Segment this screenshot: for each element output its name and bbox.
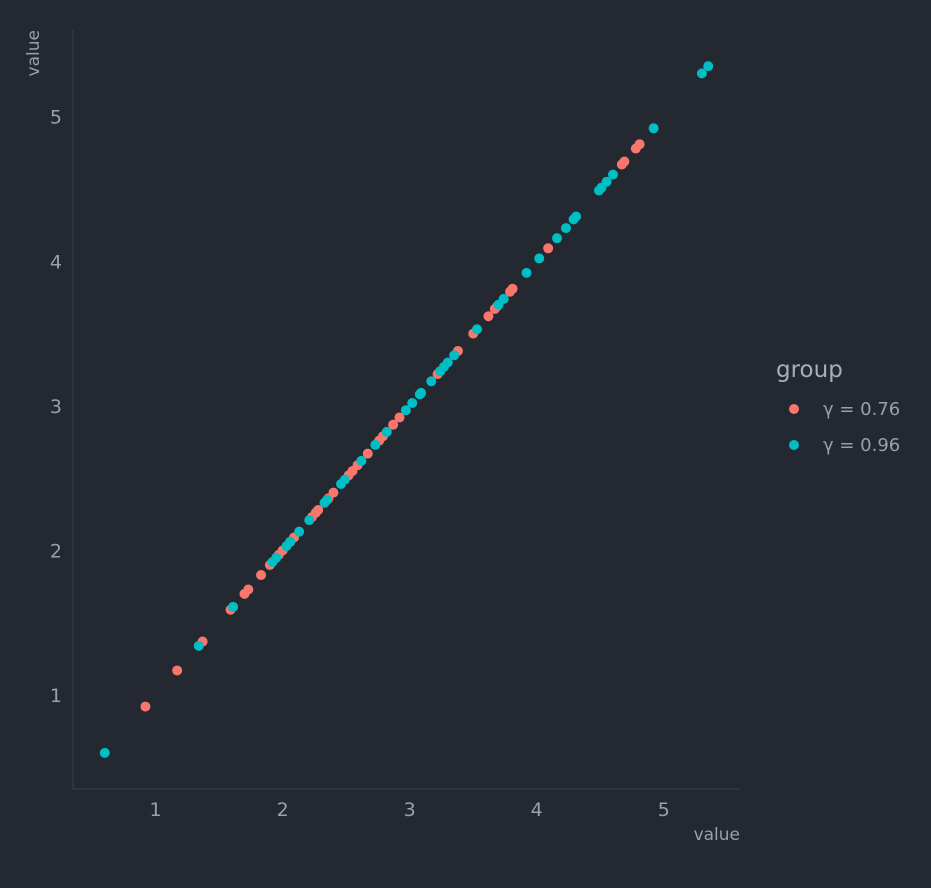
y-tick-label: 4: [50, 251, 62, 273]
y-tick-label: 3: [50, 396, 62, 418]
data-point-series-2: [99, 747, 110, 758]
data-point-series-2: [294, 526, 305, 537]
x-tick-label: 2: [277, 799, 289, 821]
y-tick-label: 2: [50, 540, 62, 562]
data-point-series-2: [381, 426, 392, 437]
data-point-series-2: [703, 61, 714, 72]
data-point-series-1: [388, 419, 399, 430]
data-point-series-2: [472, 324, 483, 335]
data-point-series-2: [285, 536, 296, 547]
data-point-series-2: [271, 552, 282, 563]
data-point-series-1: [619, 156, 630, 167]
legend-key-1: [789, 404, 799, 414]
data-point-series-2: [560, 223, 571, 234]
y-tick-labels: 1 2 3 4 5: [50, 107, 62, 707]
data-point-series-1: [328, 487, 339, 498]
legend-label-2: γ = 0.96: [823, 435, 900, 456]
data-point-series-2: [228, 601, 239, 612]
data-point-series-2: [552, 233, 563, 244]
data-point-series-2: [571, 211, 582, 222]
data-point-series-2: [426, 376, 437, 387]
x-tick-label: 4: [531, 799, 543, 821]
x-tick-labels: 1 2 3 4 5: [150, 799, 670, 821]
x-axis-title: value: [694, 825, 740, 845]
data-point-series-2: [449, 350, 460, 361]
data-point-series-1: [362, 448, 373, 459]
legend-items: γ = 0.76 γ = 0.96: [789, 399, 900, 456]
y-tick-label: 1: [50, 685, 62, 707]
x-tick-label: 5: [658, 799, 670, 821]
data-point-series-2: [193, 640, 204, 651]
data-point-series-2: [521, 267, 532, 278]
y-tick-label: 5: [50, 107, 62, 129]
data-point-series-2: [498, 293, 509, 304]
data-point-series-2: [442, 357, 453, 368]
legend-label-1: γ = 0.76: [823, 399, 900, 420]
data-point-series-1: [634, 139, 645, 150]
data-point-series-2: [370, 439, 381, 450]
data-point-series-2: [696, 68, 707, 79]
data-point-series-1: [313, 504, 324, 515]
data-point-series-2: [648, 123, 659, 134]
data-point-series-1: [256, 570, 267, 581]
x-tick-label: 3: [404, 799, 416, 821]
data-point-series-2: [322, 494, 333, 505]
data-point-series-1: [140, 701, 151, 712]
data-point-series-2: [534, 253, 545, 264]
data-point-series-1: [172, 665, 183, 676]
data-point-series-1: [394, 412, 405, 423]
data-point-series-2: [356, 455, 367, 466]
data-point-series-1: [243, 584, 254, 595]
legend: group γ = 0.76 γ = 0.96: [776, 357, 900, 456]
data-points: [99, 61, 714, 758]
data-point-series-2: [416, 387, 427, 398]
data-point-series-2: [607, 169, 618, 180]
legend-key-2: [789, 440, 799, 450]
data-point-series-1: [483, 311, 494, 322]
data-point-series-1: [507, 283, 518, 294]
data-point-series-2: [601, 176, 612, 187]
data-point-series-2: [407, 397, 418, 408]
legend-title: group: [776, 357, 843, 383]
data-point-series-1: [543, 243, 554, 254]
data-point-series-2: [400, 405, 411, 416]
data-point-series-2: [339, 474, 350, 485]
y-axis-title: value: [24, 30, 44, 76]
x-tick-label: 1: [150, 799, 162, 821]
data-point-series-2: [304, 515, 315, 526]
